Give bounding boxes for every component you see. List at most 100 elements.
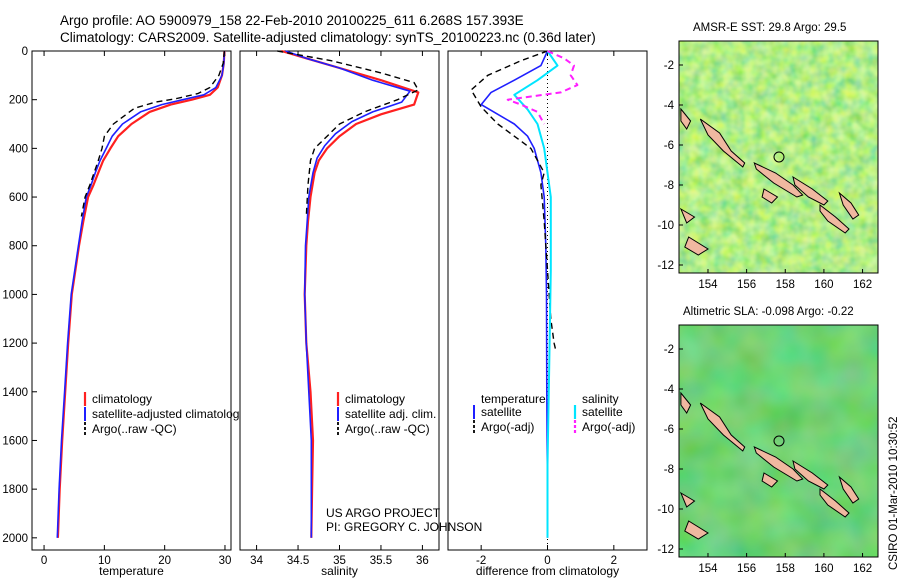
x-tick-label: 2 <box>611 555 617 567</box>
legend-label-sal-argo: Argo(-adj) <box>582 420 635 434</box>
timestamp-stamp: CSIRO 01-Mar-2010 10:30:52 <box>888 417 900 570</box>
y-tick-label: 600 <box>9 192 28 204</box>
x-tick-label: 35.5 <box>370 555 392 567</box>
series-line-climatology <box>281 49 420 538</box>
island-shape <box>679 491 696 508</box>
legend-header-salinity: salinity <box>582 392 619 406</box>
map-x-tick-label: 154 <box>698 279 718 291</box>
map-y-tick-label: -6 <box>664 424 674 436</box>
island-shape <box>680 107 692 130</box>
map-x-tick-label: 156 <box>737 279 756 291</box>
map-y-tick-label: -8 <box>664 464 674 476</box>
legend-label-climatology: climatology <box>92 392 152 406</box>
map-y-tick-label: -4 <box>664 384 675 396</box>
map-y-tick-label: -6 <box>664 140 674 152</box>
x-tick-label: 0 <box>544 555 550 567</box>
sst-map-profile-marker <box>773 151 785 163</box>
island-shape <box>699 118 746 168</box>
y-tick-label: 200 <box>9 95 28 107</box>
y-tick-label: 800 <box>9 241 28 253</box>
sla-map-ticks: 154 156 158 160 162 -2 -4 -6 -8 -10 -12 <box>657 344 872 575</box>
sst-map-frame <box>678 40 879 274</box>
x-tick-label: 30 <box>219 555 232 567</box>
legend-label-temp-satellite: satellite <box>481 405 522 419</box>
series-line-salinity-argo-adj- <box>506 50 579 125</box>
map-x-tick-label: 160 <box>814 279 833 291</box>
legend-label-satellite-adjusted: satellite-adjusted climatolog <box>92 407 239 421</box>
island-shape <box>761 472 779 488</box>
map-x-tick-label: 158 <box>776 563 795 575</box>
island-shape <box>838 475 860 504</box>
map-x-tick-label: 162 <box>853 279 872 291</box>
sst-map-ticks: 154 156 158 160 162 -2 -4 -6 -8 -10 -12 <box>657 60 872 291</box>
map-y-tick-label: -8 <box>664 180 674 192</box>
sla-map-title: Altimetric SLA: -0.098 Argo: -0.22 <box>683 306 854 318</box>
island-shape <box>679 207 696 224</box>
sla-map: Altimetric SLA: -0.098 Argo: -0.22 154 15… <box>657 306 879 575</box>
series-line-temperature-argo-adj- <box>470 50 557 351</box>
x-tick-label: 36 <box>416 555 429 567</box>
legend-label-argo: Argo(..raw -QC) <box>92 422 177 436</box>
map-y-tick-label: -10 <box>657 220 674 232</box>
series-line-climatology <box>56 50 226 538</box>
island-shape <box>684 520 709 540</box>
y-tick-label: 1800 <box>2 484 28 496</box>
x-tick-label: 10 <box>98 555 111 567</box>
x-tick-label: 20 <box>158 555 171 567</box>
sst-map-field <box>679 41 878 273</box>
map-y-tick-label: -12 <box>657 544 674 556</box>
y-tick-label: 2000 <box>2 533 28 545</box>
salinity-panel: 34 34.5 35 35.5 36 salinity <box>239 49 440 578</box>
y-tick-label: 1400 <box>2 387 28 399</box>
map-x-tick-label: 156 <box>737 563 756 575</box>
salinity-legend: climatology satellite adj. clim. Argo(..… <box>336 392 436 436</box>
map-y-tick-label: -10 <box>657 504 674 516</box>
y-tick-label: 1000 <box>2 289 28 301</box>
temperature-panel: 0 10 20 30 temperature 0 200 400 600 800 1000 1200 1… <box>2 46 232 578</box>
temperature-plot-frame <box>31 50 232 551</box>
island-shape <box>761 188 779 204</box>
x-tick-label: -2 <box>476 555 486 567</box>
map-x-tick-label: 162 <box>853 563 872 575</box>
series-line-satellite-adj-clim- <box>285 50 411 538</box>
x-tick-label: 35 <box>333 555 346 567</box>
island-shape <box>753 162 804 198</box>
sla-map-land <box>679 391 860 540</box>
map-x-tick-label: 160 <box>814 563 833 575</box>
map-x-tick-label: 154 <box>698 563 718 575</box>
island-shape <box>684 236 709 256</box>
island-shape <box>838 191 860 220</box>
difference-legend: temperature salinity satellite Argo(-adj… <box>473 392 635 434</box>
island-shape <box>819 487 850 518</box>
temperature-legend: climatology satellite-adjusted climatolo… <box>83 392 239 436</box>
sla-map-field <box>679 325 878 557</box>
figure-title-line-1: Argo profile: AO 5900979_158 22-Feb-2010… <box>60 13 524 28</box>
legend-label-climatology: climatology <box>345 392 405 406</box>
map-y-tick-label: -12 <box>657 260 674 272</box>
map-y-tick-label: -4 <box>664 100 675 112</box>
series-line-temperature-satellite <box>480 50 549 538</box>
map-x-tick-label: 158 <box>776 279 795 291</box>
y-tick-label: 1200 <box>2 338 28 350</box>
legend-label-sal-satellite: satellite <box>582 405 623 419</box>
sst-map-land <box>679 107 860 256</box>
island-shape <box>819 203 850 234</box>
island-shape <box>680 391 692 414</box>
series-line-salinity-satellite <box>513 50 559 538</box>
salinity-plot-frame <box>239 50 440 551</box>
sst-map: AMSR-E SST: 29.8 Argo: 29.5 154 156 158 160… <box>657 22 879 291</box>
sla-map-profile-marker <box>773 435 785 447</box>
legend-header-temperature: temperature <box>481 392 546 406</box>
x-tick-label: 0 <box>41 555 47 567</box>
sst-map-title: AMSR-E SST: 29.8 Argo: 29.5 <box>693 22 846 34</box>
difference-x-axis-label: difference from climatology <box>476 564 619 578</box>
series-line-satellite-adjusted-climatology <box>56 50 226 538</box>
legend-label-argo: Argo(..raw -QC) <box>345 422 430 436</box>
series-line-argo-raw-qc- <box>80 50 226 217</box>
y-tick-label: 1600 <box>2 435 28 447</box>
legend-label-temp-argo: Argo(-adj) <box>481 420 534 434</box>
island-shape <box>753 446 804 482</box>
y-tick-label: 0 <box>22 46 28 58</box>
